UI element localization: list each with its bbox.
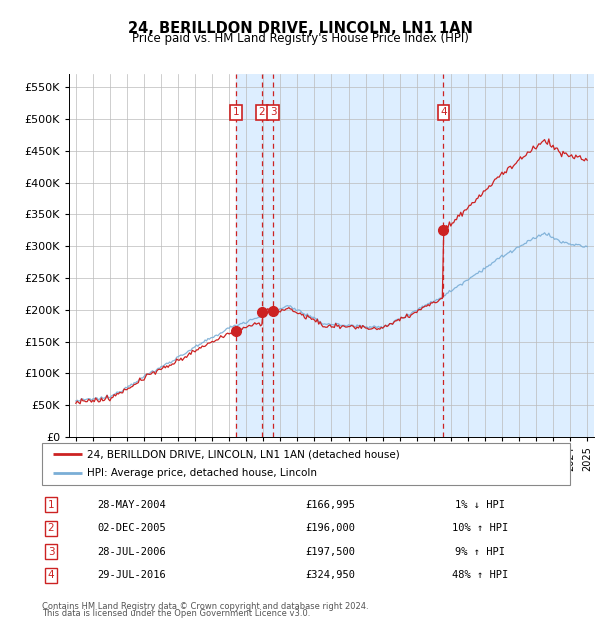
Text: 1% ↓ HPI: 1% ↓ HPI — [455, 500, 505, 510]
Text: 1: 1 — [233, 107, 239, 117]
Text: 48% ↑ HPI: 48% ↑ HPI — [452, 570, 508, 580]
Text: 02-DEC-2005: 02-DEC-2005 — [98, 523, 166, 533]
Text: Contains HM Land Registry data © Crown copyright and database right 2024.: Contains HM Land Registry data © Crown c… — [42, 602, 368, 611]
FancyBboxPatch shape — [42, 443, 570, 485]
Text: 3: 3 — [47, 547, 55, 557]
Text: 2: 2 — [47, 523, 55, 533]
Text: 2: 2 — [259, 107, 265, 117]
Text: £324,950: £324,950 — [305, 570, 355, 580]
Text: £196,000: £196,000 — [305, 523, 355, 533]
Text: 10% ↑ HPI: 10% ↑ HPI — [452, 523, 508, 533]
Text: 1: 1 — [47, 500, 55, 510]
Text: £197,500: £197,500 — [305, 547, 355, 557]
Text: £166,995: £166,995 — [305, 500, 355, 510]
Text: Price paid vs. HM Land Registry's House Price Index (HPI): Price paid vs. HM Land Registry's House … — [131, 32, 469, 45]
Bar — [236, 74, 600, 437]
Text: 3: 3 — [270, 107, 277, 117]
Text: 28-JUL-2006: 28-JUL-2006 — [98, 547, 166, 557]
Text: This data is licensed under the Open Government Licence v3.0.: This data is licensed under the Open Gov… — [42, 609, 310, 618]
Text: 24, BERILLDON DRIVE, LINCOLN, LN1 1AN (detached house): 24, BERILLDON DRIVE, LINCOLN, LN1 1AN (d… — [87, 450, 400, 459]
Text: 29-JUL-2016: 29-JUL-2016 — [98, 570, 166, 580]
Text: HPI: Average price, detached house, Lincoln: HPI: Average price, detached house, Linc… — [87, 469, 317, 479]
Text: 4: 4 — [47, 570, 55, 580]
Text: 24, BERILLDON DRIVE, LINCOLN, LN1 1AN: 24, BERILLDON DRIVE, LINCOLN, LN1 1AN — [128, 21, 472, 36]
Text: 9% ↑ HPI: 9% ↑ HPI — [455, 547, 505, 557]
Text: 4: 4 — [440, 107, 447, 117]
Text: 28-MAY-2004: 28-MAY-2004 — [98, 500, 166, 510]
